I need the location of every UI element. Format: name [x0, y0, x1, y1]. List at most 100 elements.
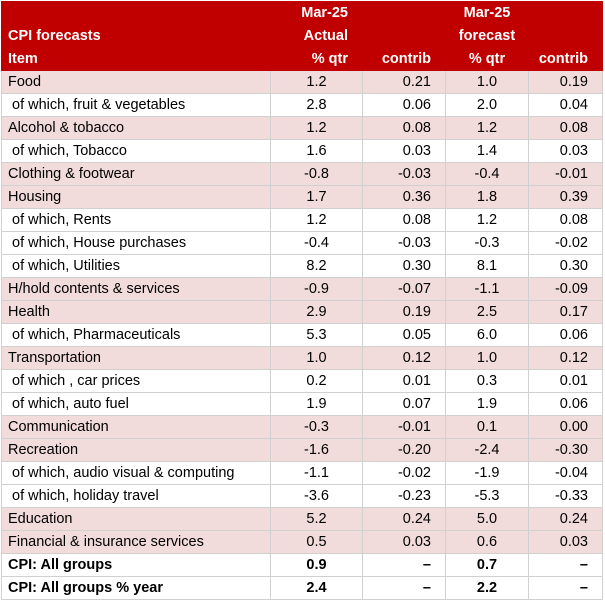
table-row: H/hold contents & services -0.9 -0.07 -1.1-… — [1, 277, 603, 301]
forecast-contrib-cell: – — [528, 576, 603, 600]
actual-contrib-cell: 0.36 — [362, 185, 446, 209]
header-item: Item — [1, 47, 271, 71]
actual-contrib-cell: – — [362, 576, 446, 600]
header-cell — [528, 24, 603, 48]
table-row: of which , car prices 0.2 0.01 0.3 0.01 — [1, 369, 603, 393]
forecast-contrib-cell: 0.30 — [528, 254, 603, 278]
actual-pct-qtr-cell: 1.2 — [270, 70, 363, 94]
actual-pct-qtr-cell: 1.2 — [270, 208, 363, 232]
forecast-pct-qtr-cell: -0.3 — [445, 231, 529, 255]
forecast-pct-qtr-cell: 0.7 — [445, 553, 529, 577]
item-cell: of which , car prices — [1, 369, 271, 393]
item-cell: Alcohol & tobacco — [1, 116, 271, 140]
item-cell: H/hold contents & services — [1, 277, 271, 301]
actual-contrib-cell: – — [362, 553, 446, 577]
actual-contrib-cell: 0.19 — [362, 300, 446, 324]
actual-contrib-cell: -0.23 — [362, 484, 446, 508]
forecast-contrib-cell: 0.08 — [528, 116, 603, 140]
header-forecast-label: forecast — [445, 24, 529, 48]
item-cell: Financial & insurance services — [1, 530, 271, 554]
forecast-pct-qtr-cell: -5.3 — [445, 484, 529, 508]
header-cell — [528, 1, 603, 25]
actual-contrib-cell: 0.24 — [362, 507, 446, 531]
actual-contrib-cell: 0.12 — [362, 346, 446, 370]
item-cell: of which, House purchases — [1, 231, 271, 255]
actual-contrib-cell: 0.08 — [362, 116, 446, 140]
header-forecast-pct-qtr: % qtr — [445, 47, 529, 71]
forecast-contrib-cell: -0.33 — [528, 484, 603, 508]
actual-pct-qtr-cell: -0.4 — [270, 231, 363, 255]
header-actual-pct-qtr: % qtr — [270, 47, 363, 71]
actual-contrib-cell: 0.01 — [362, 369, 446, 393]
actual-contrib-cell: -0.01 — [362, 415, 446, 439]
table-row: of which, holiday travel -3.6 -0.23 -5.3 -0.… — [1, 484, 603, 508]
forecast-contrib-cell: 0.01 — [528, 369, 603, 393]
forecast-pct-qtr-cell: 5.0 — [445, 507, 529, 531]
item-cell: Communication — [1, 415, 271, 439]
table-row: Clothing & footwear -0.8 -0.03 -0.4 -0.01 — [1, 162, 603, 186]
table-body: Food 1.2 0.21 1.0 0.19 of which, fruit & vege… — [1, 70, 603, 600]
header-actual-contrib: contrib — [362, 47, 446, 71]
forecast-pct-qtr-cell: 0.6 — [445, 530, 529, 554]
table-row: Alcohol & tobacco 1.2 0.08 1.2 0.08 — [1, 116, 603, 140]
actual-pct-qtr-cell: -0.9 — [270, 277, 363, 301]
forecast-pct-qtr-cell: 2.0 — [445, 93, 529, 117]
item-cell: of which, auto fuel — [1, 392, 271, 416]
forecast-pct-qtr-cell: -2.4 — [445, 438, 529, 462]
table-row: of which, Utilities 8.2 0.30 8.1 0.30 — [1, 254, 603, 278]
forecast-pct-qtr-cell: -1.9 — [445, 461, 529, 485]
item-cell: Education — [1, 507, 271, 531]
forecast-pct-qtr-cell: 2.5 — [445, 300, 529, 324]
forecast-pct-qtr-cell: 1.2 — [445, 116, 529, 140]
actual-contrib-cell: 0.05 — [362, 323, 446, 347]
actual-pct-qtr-cell: -0.3 — [270, 415, 363, 439]
forecast-contrib-cell: 0.12 — [528, 346, 603, 370]
item-cell: of which, fruit & vegetables — [1, 93, 271, 117]
header-cell — [1, 1, 271, 25]
table-row: of which, Tobacco 1.6 0.03 1.4 0.03 — [1, 139, 603, 163]
forecast-pct-qtr-cell: 1.0 — [445, 70, 529, 94]
forecast-pct-qtr-cell: 0.1 — [445, 415, 529, 439]
forecast-pct-qtr-cell: 0.3 — [445, 369, 529, 393]
item-cell: of which, Pharmaceuticals — [1, 323, 271, 347]
actual-pct-qtr-cell: 8.2 — [270, 254, 363, 278]
forecast-pct-qtr-cell: 1.0 — [445, 346, 529, 370]
table-row: Communication -0.3 -0.01 0.1 0.00 — [1, 415, 603, 439]
actual-contrib-cell: -0.03 — [362, 231, 446, 255]
item-cell: CPI: All groups % year — [1, 576, 271, 600]
actual-pct-qtr-cell: -1.6 — [270, 438, 363, 462]
actual-contrib-cell: 0.03 — [362, 530, 446, 554]
item-cell: Housing — [1, 185, 271, 209]
forecast-pct-qtr-cell: 8.1 — [445, 254, 529, 278]
item-cell: of which, audio visual & computing — [1, 461, 271, 485]
actual-pct-qtr-cell: 0.5 — [270, 530, 363, 554]
table-row: of which, auto fuel 1.9 0.07 1.9 0.06 — [1, 392, 603, 416]
actual-contrib-cell: 0.08 — [362, 208, 446, 232]
forecast-contrib-cell: 0.24 — [528, 507, 603, 531]
actual-pct-qtr-cell: 5.3 — [270, 323, 363, 347]
actual-contrib-cell: 0.03 — [362, 139, 446, 163]
table-row: of which, audio visual & computing -1.1 -0… — [1, 461, 603, 485]
table-row: of which, Rents 1.2 0.08 1.2 0.08 — [1, 208, 603, 232]
header-cell — [362, 24, 446, 48]
forecast-contrib-cell: 0.39 — [528, 185, 603, 209]
actual-pct-qtr-cell: 0.2 — [270, 369, 363, 393]
actual-contrib-cell: 0.30 — [362, 254, 446, 278]
forecast-contrib-cell: -0.04 — [528, 461, 603, 485]
actual-pct-qtr-cell: -3.6 — [270, 484, 363, 508]
table-title: CPI forecasts — [1, 24, 271, 48]
header-forecast-contrib: contrib — [528, 47, 603, 71]
header-row-1: Mar-25 Mar-25 — [1, 1, 603, 25]
actual-pct-qtr-cell: 2.9 — [270, 300, 363, 324]
item-cell: Health — [1, 300, 271, 324]
table-row: of which, Pharmaceuticals 5.3 0.05 6.0 0.06 — [1, 323, 603, 347]
actual-contrib-cell: -0.03 — [362, 162, 446, 186]
header-actual-label: Actual — [270, 24, 363, 48]
forecast-contrib-cell: 0.03 — [528, 139, 603, 163]
actual-pct-qtr-cell: 1.7 — [270, 185, 363, 209]
actual-contrib-cell: -0.20 — [362, 438, 446, 462]
forecast-contrib-cell: -0.09 — [528, 277, 603, 301]
item-cell: Transportation — [1, 346, 271, 370]
table-row: Recreation -1.6 -0.20 -2.4 -0.30 — [1, 438, 603, 462]
